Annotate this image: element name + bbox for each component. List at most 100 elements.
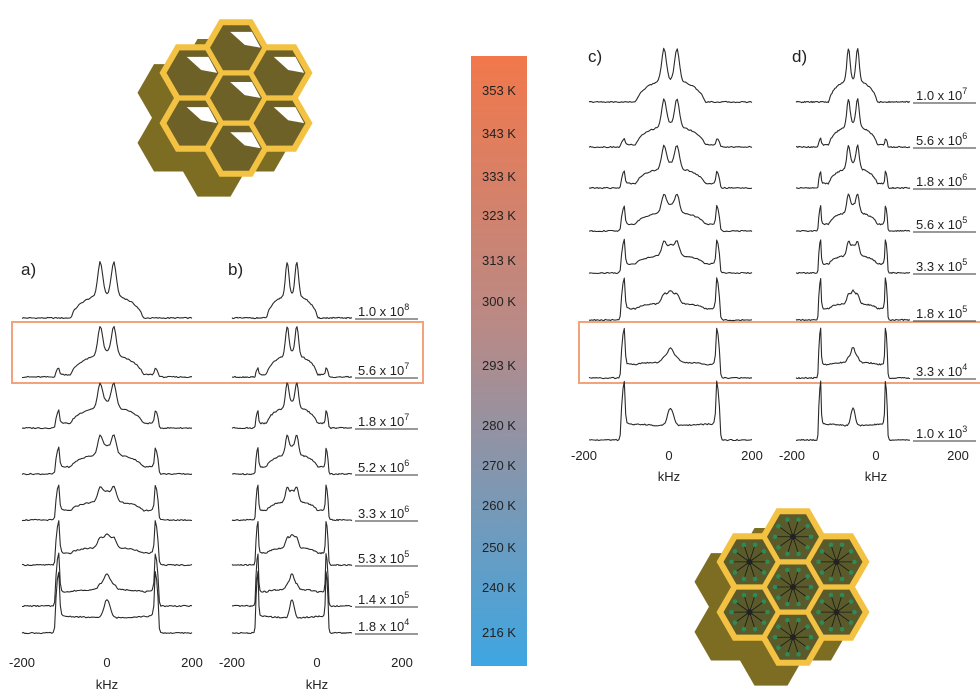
guest-headgroup (849, 549, 854, 554)
guest-headgroup (733, 549, 738, 554)
temp-label-11: 250 K (482, 540, 516, 555)
spectrum-c-trace-2 (589, 99, 752, 148)
spectrum-d-trace-1 (796, 49, 910, 103)
guest-core (834, 559, 840, 565)
rate-exponent: 5 (962, 257, 967, 267)
spectrum-a-trace-6 (22, 521, 192, 566)
guest-headgroup (742, 627, 747, 632)
axis-c: -200 0 200 kHz (571, 448, 763, 484)
guest-headgroup (809, 585, 814, 590)
guest-headgroup (829, 542, 834, 547)
temp-label-5: 313 K (482, 253, 516, 268)
guest-headgroup (785, 618, 790, 623)
rate-mantissa: 1.8 x 10 (916, 174, 962, 189)
spectrum-c-trace-3 (589, 145, 752, 188)
spectra-stack-c (589, 48, 752, 440)
guest-headgroup (820, 570, 825, 575)
rate-mantissa: 1.8 x 10 (358, 619, 404, 634)
tick-b-right: 200 (391, 655, 413, 670)
spectrum-c-trace-6 (589, 278, 752, 321)
guest-headgroup (762, 570, 767, 575)
filled-honeycomb-icon (695, 508, 870, 685)
guest-headgroup (796, 552, 801, 557)
rate-exponent: 6 (404, 504, 409, 514)
rate-exponent: 4 (404, 617, 409, 627)
rate-label-d-8: 1.0 x 103 (916, 424, 967, 441)
guest-headgroup (753, 593, 758, 598)
axis-b: -200 0 200 kHz (219, 655, 413, 692)
guest-headgroup (733, 599, 738, 604)
rate-label-b-2: 5.6 x 107 (358, 361, 409, 378)
guest-headgroup (785, 652, 790, 657)
spectrum-b-trace-7 (232, 554, 352, 607)
rate-exponent: 7 (404, 361, 409, 371)
temp-label-1: 353 K (482, 83, 516, 98)
rate-mantissa: 3.3 x 10 (358, 506, 404, 521)
guest-headgroup (816, 560, 821, 565)
spectrum-d-trace-7 (796, 328, 910, 378)
temp-label-3: 333 K (482, 169, 516, 184)
guest-core (747, 559, 753, 565)
rate-mantissa: 5.6 x 10 (916, 217, 962, 232)
rate-label-d-5: 3.3 x 105 (916, 257, 967, 274)
tick-a-left: -200 (9, 655, 35, 670)
guest-headgroup (849, 570, 854, 575)
guest-headgroup (796, 568, 801, 573)
spectrum-a-trace-5 (22, 485, 192, 520)
rate-exponent: 7 (962, 86, 967, 96)
panel-label-b: b) (228, 260, 243, 279)
spectrum-b-trace-4 (232, 435, 352, 475)
guest-headgroup (805, 545, 810, 550)
guest-headgroup (733, 570, 738, 575)
guest-headgroup (816, 610, 821, 615)
rate-exponent: 5 (404, 590, 409, 600)
rate-label-d-2: 5.6 x 106 (916, 131, 967, 148)
rate-label-b-6: 5.3 x 105 (358, 549, 409, 566)
xlabel-a: kHz (96, 677, 118, 692)
temp-label-12: 240 K (482, 580, 516, 595)
guest-headgroup (820, 549, 825, 554)
guest-headgroup (785, 552, 790, 557)
tick-a-right: 200 (181, 655, 203, 670)
spectrum-a-trace-4 (22, 435, 192, 475)
rate-exponent: 7 (404, 412, 409, 422)
guest-headgroup (805, 524, 810, 529)
rate-mantissa: 5.6 x 10 (358, 363, 404, 378)
guest-headgroup (829, 627, 834, 632)
guest-core (834, 609, 840, 615)
spectrum-a-trace-2 (22, 327, 192, 378)
guest-headgroup (849, 620, 854, 625)
spectrum-b-trace-2 (232, 327, 352, 378)
guest-headgroup (796, 652, 801, 657)
guest-headgroup (762, 620, 767, 625)
guest-headgroup (785, 602, 790, 607)
rate-mantissa: 1.0 x 10 (916, 88, 962, 103)
axis-d: -200 0 200 kHz (779, 448, 969, 484)
tick-b-mid: 0 (313, 655, 320, 670)
spectrum-b-trace-3 (232, 383, 352, 429)
spectrum-a-trace-1 (22, 262, 192, 319)
spectrum-c-trace-5 (589, 239, 752, 273)
guest-headgroup (849, 599, 854, 604)
guest-headgroup (820, 599, 825, 604)
spectrum-d-trace-5 (796, 240, 910, 274)
rate-exponent: 5 (404, 549, 409, 559)
rate-exponent: 8 (404, 302, 409, 312)
rate-label-d-6: 1.8 x 105 (916, 304, 967, 321)
guest-core (790, 634, 796, 640)
spectra-stack-a (22, 262, 192, 634)
guest-headgroup (776, 574, 781, 579)
spectra-stack-d (796, 49, 910, 441)
rate-labels-b: 1.0 x 1085.6 x 1071.8 x 1075.2 x 1063.3 … (355, 302, 418, 634)
guest-core (790, 584, 796, 590)
guest-headgroup (805, 624, 810, 629)
temp-label-13: 216 K (482, 625, 516, 640)
guest-headgroup (809, 635, 814, 640)
rate-mantissa: 1.8 x 10 (358, 414, 404, 429)
guest-headgroup (829, 593, 834, 598)
guest-headgroup (753, 627, 758, 632)
spectrum-d-trace-4 (796, 194, 910, 231)
temp-label-9: 270 K (482, 458, 516, 473)
